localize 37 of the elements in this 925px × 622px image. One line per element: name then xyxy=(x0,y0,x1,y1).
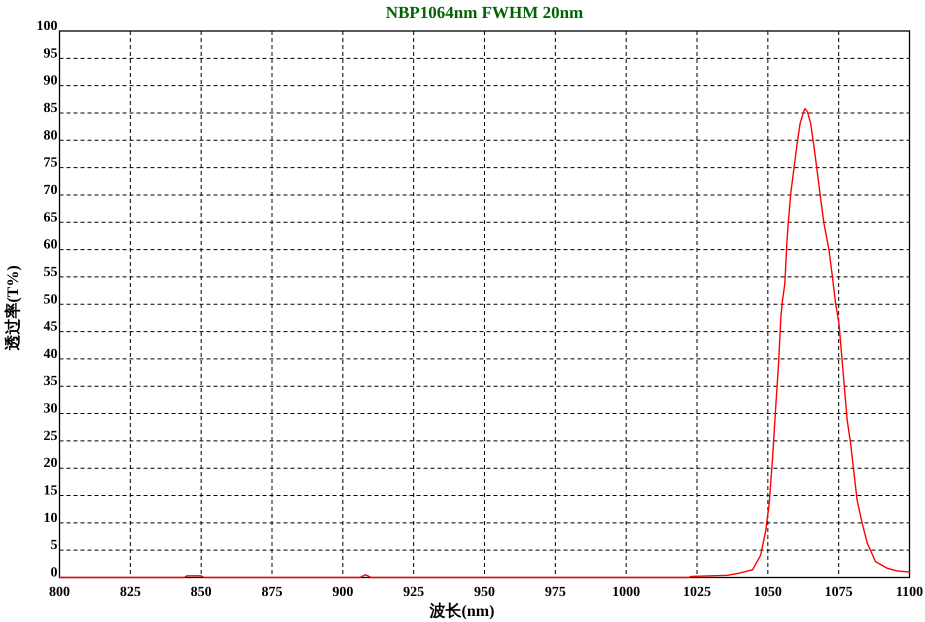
xtick: 825 xyxy=(120,585,141,600)
xtick: 875 xyxy=(262,585,282,600)
xtick: 850 xyxy=(190,585,212,600)
ytick: 70 xyxy=(44,182,58,198)
xtick: 925 xyxy=(403,585,424,600)
ytick: 5 xyxy=(50,538,58,554)
title: NBP1064nm FWHM 20nm xyxy=(386,3,584,22)
ytick: 35 xyxy=(44,374,58,390)
ytick: 80 xyxy=(44,128,58,144)
xtick: 1025 xyxy=(683,585,711,600)
ytick: 30 xyxy=(44,402,58,417)
ytick: 20 xyxy=(44,456,58,472)
ytick: 95 xyxy=(44,46,58,62)
ytick: 15 xyxy=(44,484,58,499)
xtick: 950 xyxy=(474,585,495,600)
ytick: 0 xyxy=(50,566,58,580)
ytick: 100 xyxy=(36,19,58,34)
xtick: 975 xyxy=(544,585,566,600)
xtick: 1075 xyxy=(824,585,853,600)
xtick: 800 xyxy=(49,585,70,600)
ylabel: 透过率(T%) xyxy=(5,265,22,351)
ytick: 10 xyxy=(44,510,58,526)
ytick: 45 xyxy=(44,320,58,335)
ytick: 50 xyxy=(44,292,58,308)
ytick: 60 xyxy=(44,238,58,253)
xlabel: 波长(nm) xyxy=(430,603,494,620)
xtick: 900 xyxy=(332,585,354,600)
xtick: 1050 xyxy=(754,585,782,600)
ytick: 75 xyxy=(44,156,58,171)
ytick: 40 xyxy=(44,346,58,362)
xtick: 1000 xyxy=(612,585,640,600)
ytick: 65 xyxy=(44,210,58,226)
ytick: 85 xyxy=(44,100,58,116)
ytick: 90 xyxy=(44,74,58,89)
xtick: 1100 xyxy=(896,585,924,600)
ytick: 25 xyxy=(44,428,58,444)
ytick: 55 xyxy=(44,264,58,280)
